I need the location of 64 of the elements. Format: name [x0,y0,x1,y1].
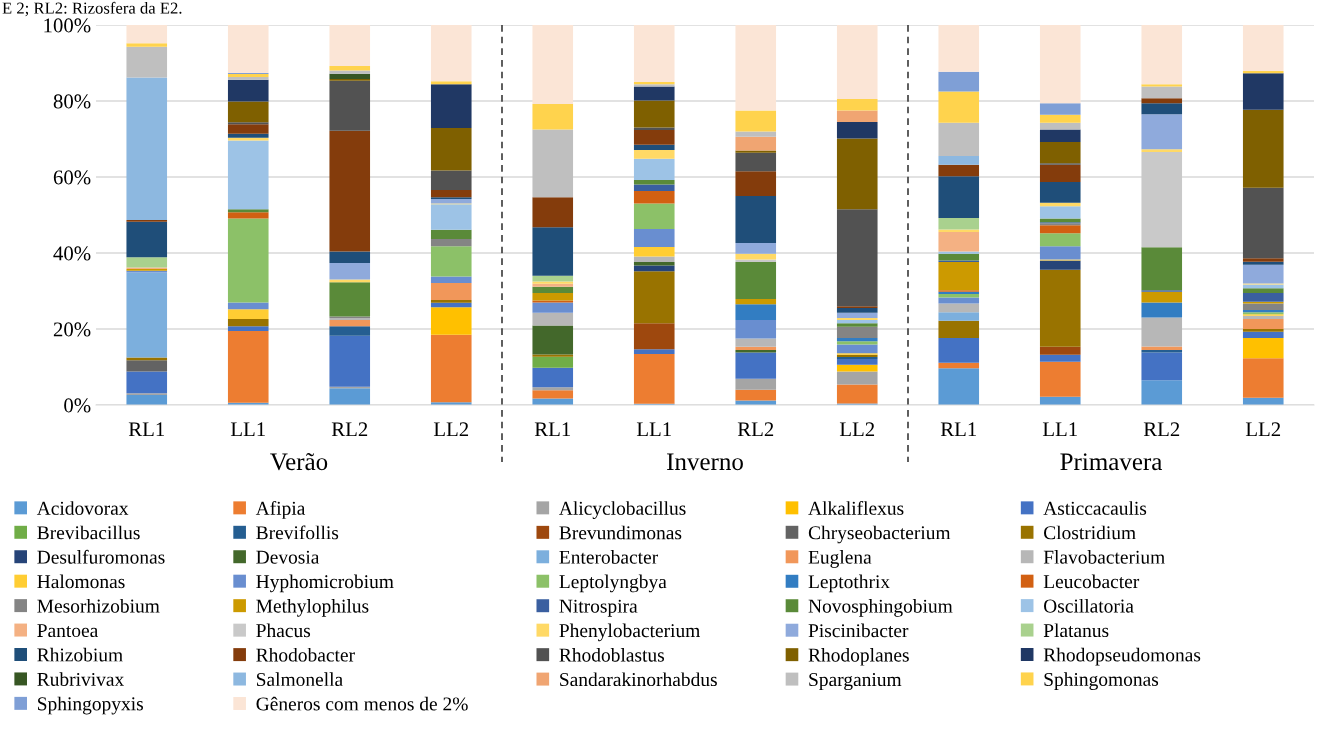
text: E 2; RL2: Rizosfera da E2. [2,1,182,17]
legend-label: Brevundimonas [559,525,682,540]
legend-label: Chryseobacterium [808,525,951,544]
legend-label: Acidovorax [36,501,129,515]
x-tick-label: LL1 [230,422,265,437]
legend-label: Gêneros com menos de 2% [256,696,468,711]
legend-label: Rhodoplanes [808,647,909,666]
legend-label: Rhodobacter [256,647,355,662]
legend-label: Euglena [808,550,872,568]
legend-label: Halomonas [37,574,125,589]
x-tick-label: RL2 [737,422,774,437]
x-tick-label: RL1 [534,422,571,437]
legend-label: Enterobacter [559,550,658,564]
legend-label: Methylophilus [256,599,369,617]
legend-label: Desulfuromonas [37,549,165,564]
legend-label: Alkaliflexus [808,500,904,515]
legend-label: Afipia [255,500,306,519]
legend-label: Sparganium [809,673,902,691]
x-tick-label: RL2 [1143,422,1180,437]
text: Primavera [1060,453,1163,471]
legend-label: Rhizobium [37,647,123,662]
legend-label: Flavobacterium [1043,550,1165,564]
legend-label: Clostridium [1044,525,1136,540]
text: Inverno [667,453,743,471]
x-tick-label: LL1 [636,422,671,437]
y-tick-label: 80% [53,94,91,109]
legend-label: Platanus [1043,623,1109,638]
legend-label: Mesorhizobium [37,598,160,613]
y-tick-label: 0% [64,398,91,413]
legend-label: Hyphomicrobium [256,574,394,593]
legend-label: Devosia [256,550,320,564]
x-tick-label: LL2 [1245,422,1281,437]
x-tick-label: RL2 [331,422,368,437]
legend-label: Salmonella [256,672,343,687]
legend-label: Pantoea [37,624,99,638]
legend-label: Sphingopyxis [38,696,143,715]
legend-label: Leucobacter [1043,574,1140,589]
legend-label: Rhodopseudomonas [1043,647,1201,666]
x-tick-label: LL2 [433,422,469,437]
legend-label: Brevibacillus [37,525,140,540]
legend-label: Oscillatoria [1044,598,1134,613]
legend-label: Asticcacaulis [1043,501,1147,515]
y-tick-label: 20% [53,322,91,337]
x-tick-label: RL1 [128,422,165,437]
legend-label: Phenylobacterium [559,623,701,642]
x-tick-label: LL1 [1042,422,1077,437]
legend-label: Leptothrix [808,574,890,593]
legend-label: Piscinibacter [808,623,909,638]
legend-label: Alicyclobacillus [559,501,686,519]
y-tick-label: 100% [44,18,91,33]
text: Verão [270,453,328,471]
legend-label: Nitrospira [559,599,638,617]
legend-label: Novosphingobium [808,599,953,617]
legend-label: Sphingomonas [1044,672,1159,690]
legend-label: Sandarakinorhabdus [560,672,717,687]
y-tick-label: 40% [53,246,91,261]
x-tick-label: RL1 [940,422,977,437]
y-tick-label: 60% [53,170,91,185]
legend-label: Phacus [256,623,311,638]
legend-label: Rhodoblastus [559,647,665,662]
legend-label: Rubrivivax [37,672,124,686]
x-tick-label: LL2 [839,422,875,437]
legend-label: Brevifollis [256,525,339,540]
legend-label: Leptolyngbya [559,574,667,593]
